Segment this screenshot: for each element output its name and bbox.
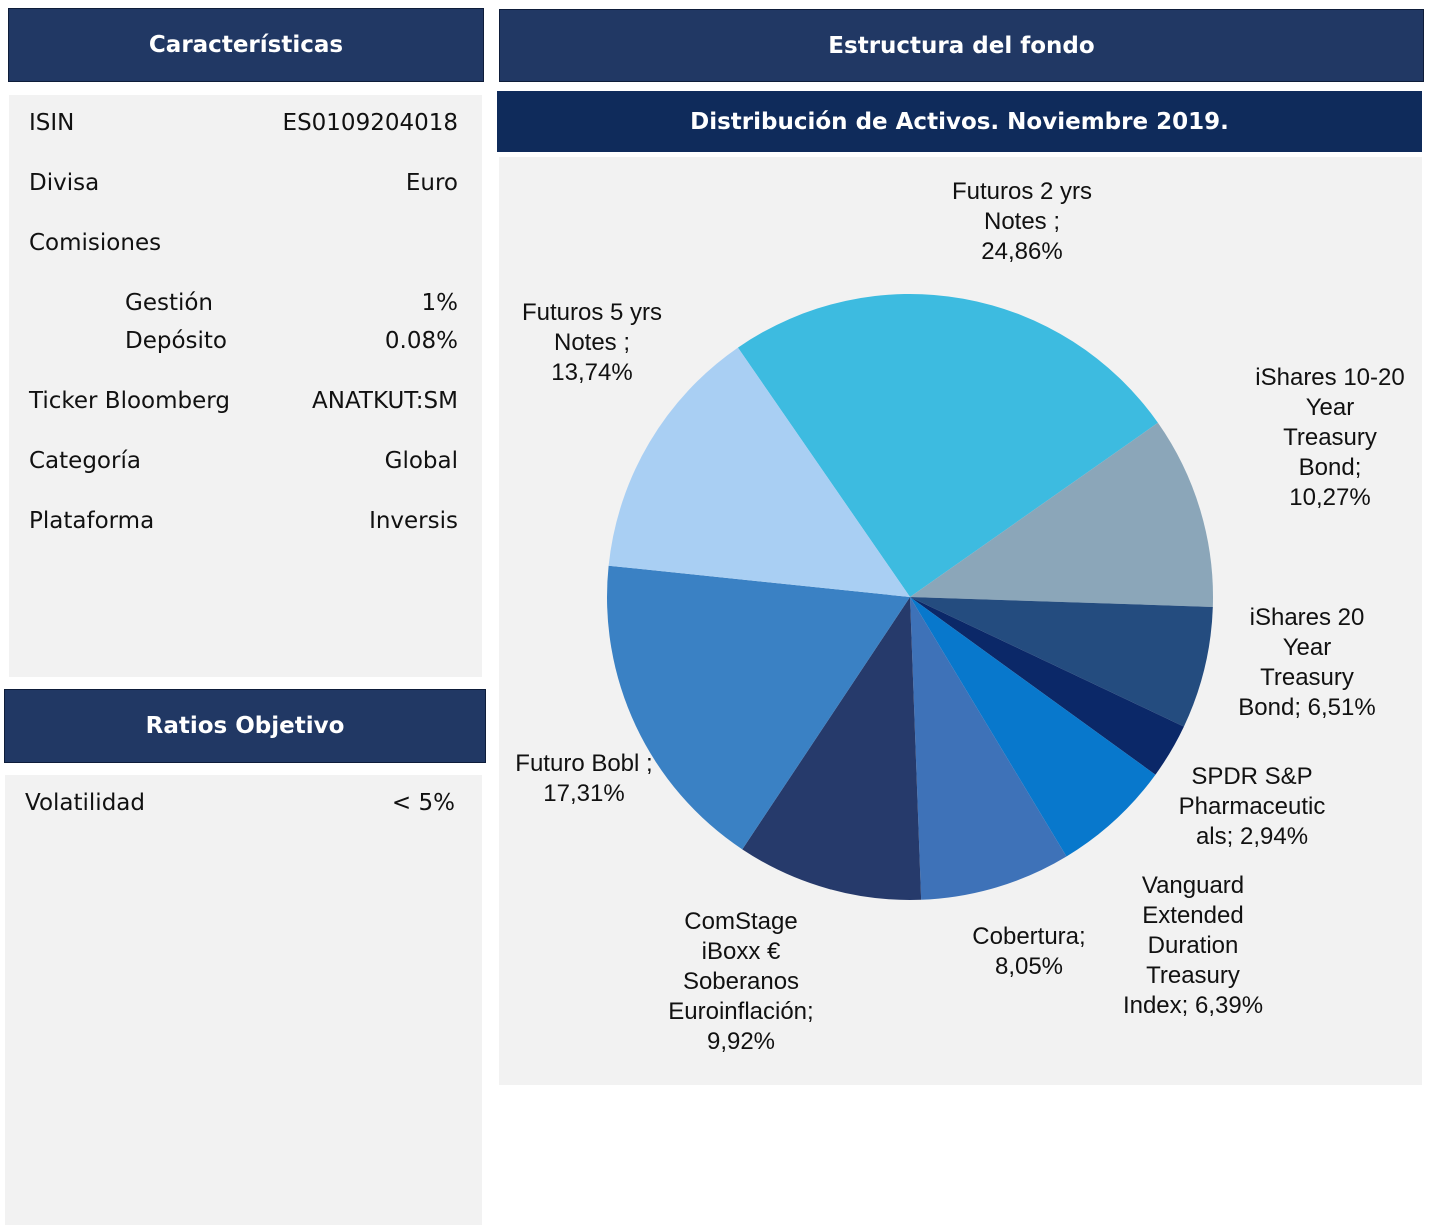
- pie-label-value: 8,05%: [994, 953, 1064, 980]
- pie-label-name: Vanguard Extended Duration Treasury Inde…: [1122, 872, 1245, 1019]
- pie-label: iShares 10-20 Year Treasury Bond; 10,27%: [1210, 363, 1431, 513]
- row-label: Depósito: [125, 328, 227, 354]
- pie-label: Futuros 5 yrs Notes ; 13,74%: [472, 298, 712, 388]
- row-label: Gestión: [125, 290, 214, 316]
- characteristics-title: Características: [8, 8, 484, 82]
- row-value: Euro: [405, 170, 458, 196]
- pie-label: iShares 20 Year Treasury Bond; 6,51%: [1187, 603, 1427, 723]
- row-value: ES0109204018: [282, 110, 458, 136]
- row-label: Plataforma: [29, 508, 155, 534]
- pie-label-value: 24,86%: [981, 238, 1063, 265]
- pie-label: SPDR S&P Pharmaceutic als; 2,94%: [1132, 762, 1372, 852]
- pie-label: ComStage iBoxx € Soberanos Euroinflación…: [621, 907, 861, 1057]
- pie-label: Futuros 2 yrs Notes ; 24,86%: [902, 177, 1142, 267]
- characteristics-panel: [9, 95, 482, 677]
- pie-label-name: ComStage iBoxx € Soberanos Euroinflación…: [668, 908, 814, 1025]
- pie-label-value: 10,27%: [1289, 484, 1371, 511]
- pie-label-name: Futuros 2 yrs Notes ;: [951, 178, 1093, 235]
- pie-label-value: 13,74%: [551, 359, 633, 386]
- row-label: Categoría: [29, 448, 141, 474]
- row-label: Comisiones: [29, 230, 162, 256]
- pie-slice: [607, 565, 910, 850]
- pie-label-value: 2,94%: [1239, 823, 1309, 850]
- ratios-title: Ratios Objetivo: [4, 689, 486, 763]
- ratios-panel: [5, 775, 482, 1225]
- row-value: 0.08%: [384, 328, 458, 354]
- row-label: Ticker Bloomberg: [29, 388, 230, 414]
- row-value: Global: [384, 448, 458, 474]
- row-value: < 5%: [391, 790, 455, 816]
- pie-label-name: iShares 10-20 Year Treasury Bond;: [1255, 364, 1405, 481]
- pie-label-name: SPDR S&P Pharmaceutic als;: [1178, 763, 1326, 850]
- structure-title: Estructura del fondo: [499, 9, 1424, 82]
- pie-label-name: Futuro Bobl ;: [515, 750, 653, 777]
- pie-label-value: 9,92%: [706, 1028, 776, 1055]
- pie-label: Futuro Bobl ; 17,31%: [464, 749, 704, 809]
- row-value: ANATKUT:SM: [312, 388, 458, 414]
- pie-label: Cobertura; 8,05%: [909, 922, 1149, 982]
- row-value: Inversis: [369, 508, 458, 534]
- row-label: Divisa: [29, 170, 100, 196]
- pie-label-name: Cobertura;: [972, 923, 1086, 950]
- pie-slice: [910, 597, 1156, 857]
- row-label: ISIN: [29, 110, 75, 136]
- chart-title: Distribución de Activos. Noviembre 2019.: [497, 91, 1422, 152]
- pie-slice: [608, 347, 910, 597]
- pie-label-name: iShares 20 Year Treasury Bond;: [1238, 604, 1365, 721]
- pie-label-value: 6,51%: [1307, 694, 1376, 721]
- pie-label-name: Futuros 5 yrs Notes ;: [521, 299, 663, 356]
- row-label: Volatilidad: [25, 790, 145, 816]
- pie-slice: [910, 597, 1213, 727]
- pie-slice: [910, 597, 1184, 775]
- pie-slice: [737, 294, 1158, 597]
- pie-slice: [910, 597, 1067, 900]
- pie-slice: [742, 597, 922, 900]
- pie-slice: [910, 422, 1214, 607]
- row-value: 1%: [421, 290, 459, 316]
- pie-label-value: 17,31%: [543, 780, 625, 807]
- pie-label-value: 6,39%: [1195, 992, 1264, 1019]
- pie-label: Vanguard Extended Duration Treasury Inde…: [1073, 871, 1313, 1021]
